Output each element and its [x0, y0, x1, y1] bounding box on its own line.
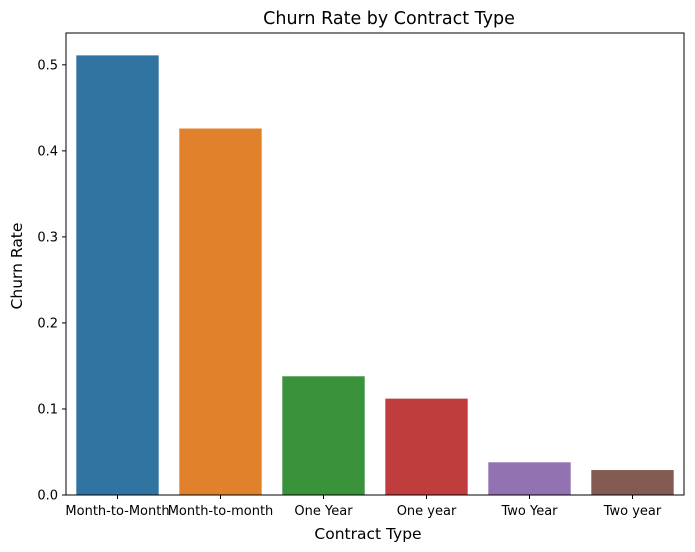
- x-tick-label-0: Month-to-Month: [65, 504, 169, 519]
- x-axis-label: Contract Type: [314, 525, 421, 543]
- bar-0: [76, 55, 159, 495]
- y-axis-ticks: 0.0 0.1 0.2 0.3 0.4 0.5: [37, 58, 66, 504]
- bar-5: [591, 470, 674, 495]
- x-tick-label-5: Two year: [603, 504, 662, 519]
- y-tick-label-1: 0.1: [37, 402, 58, 417]
- y-tick-label-4: 0.4: [37, 144, 58, 159]
- bar-4: [488, 462, 571, 495]
- y-tick-label-2: 0.2: [37, 316, 58, 331]
- bars-group: [76, 55, 674, 496]
- bar-2: [282, 376, 365, 495]
- y-tick-label-3: 0.3: [37, 230, 58, 245]
- x-tick-label-3: One year: [397, 504, 457, 519]
- x-tick-label-4: Two Year: [500, 504, 558, 519]
- x-tick-label-2: One Year: [294, 504, 353, 519]
- chart-title: Churn Rate by Contract Type: [263, 9, 515, 29]
- y-axis-label: Churn Rate: [8, 223, 26, 310]
- bar-3: [385, 398, 468, 495]
- plot-frame: [65, 32, 685, 496]
- y-tick-label-5: 0.5: [37, 58, 58, 73]
- y-tick-label-0: 0.0: [37, 489, 58, 504]
- x-tick-label-1: Month-to-month: [168, 504, 274, 519]
- bar-1: [179, 128, 262, 496]
